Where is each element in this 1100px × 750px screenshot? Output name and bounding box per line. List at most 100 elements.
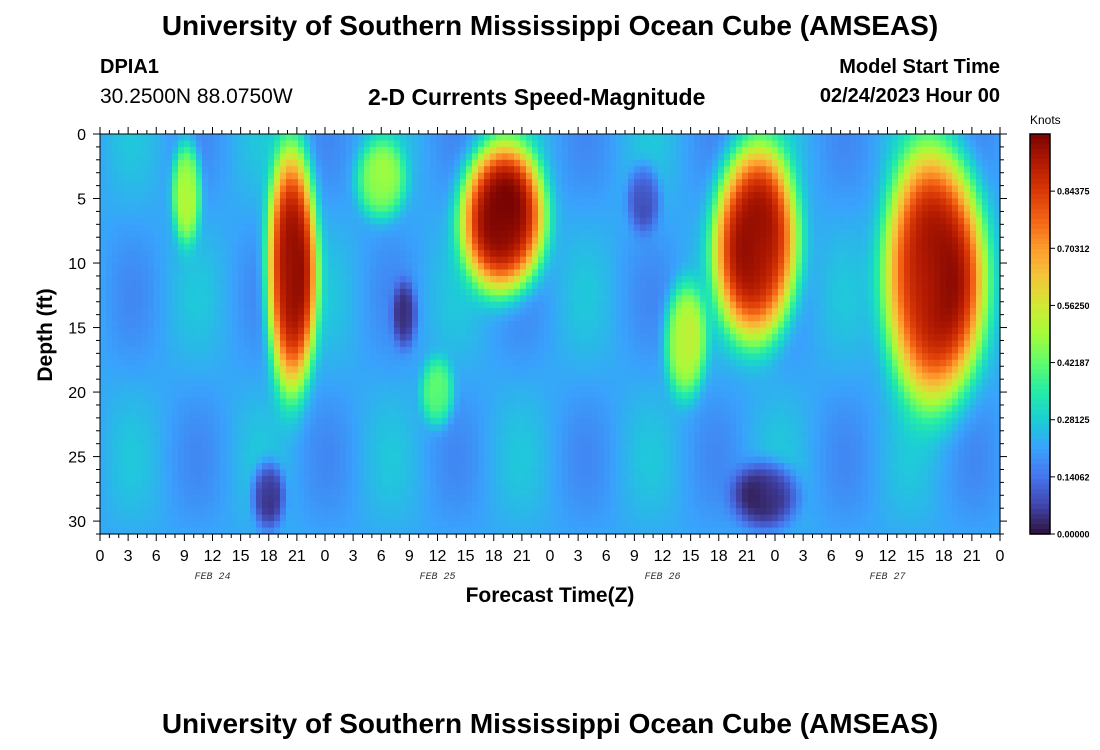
heatmap-cell — [544, 353, 551, 361]
heatmap-cell — [448, 308, 455, 316]
heatmap-cell — [214, 404, 221, 413]
heatmap-cell — [106, 250, 113, 258]
heatmap-cell — [286, 159, 293, 167]
heatmap-cell — [226, 140, 233, 148]
heatmap-cell — [532, 404, 539, 413]
heatmap-cell — [520, 134, 527, 142]
heatmap-cell — [256, 243, 263, 251]
heatmap-cell — [124, 314, 131, 322]
heatmap-cell — [472, 134, 479, 142]
heatmap-cell — [262, 521, 269, 529]
heatmap-cell — [538, 527, 545, 535]
heatmap-cell — [304, 211, 311, 219]
heatmap-cell — [196, 417, 203, 425]
heatmap-cell — [376, 146, 383, 154]
heatmap-cell — [370, 404, 377, 413]
heatmap-cell — [418, 327, 425, 335]
heatmap-cell — [460, 301, 467, 309]
heatmap-cell — [160, 256, 167, 264]
heatmap-cell — [280, 185, 287, 193]
heatmap-cell — [124, 204, 131, 213]
heatmap-cell — [232, 353, 239, 361]
heatmap-cell — [436, 179, 443, 187]
heatmap-cell — [358, 269, 365, 277]
heatmap-cell — [298, 263, 305, 271]
heatmap-cell — [178, 488, 185, 496]
heatmap-cell — [130, 340, 137, 348]
heatmap-cell — [136, 179, 143, 187]
heatmap-cell — [358, 430, 365, 438]
heatmap-cell — [340, 314, 347, 322]
heatmap-cell — [574, 198, 581, 206]
heatmap-cell — [514, 495, 521, 503]
heatmap-cell — [118, 256, 125, 264]
heatmap-cell — [448, 243, 455, 251]
heatmap-cell — [226, 411, 233, 419]
heatmap-cell — [382, 469, 389, 477]
heatmap-cell — [514, 392, 521, 400]
heatmap-cell — [550, 475, 557, 483]
heatmap-cell — [334, 366, 341, 374]
heatmap-cell — [184, 204, 191, 213]
heatmap-cell — [238, 308, 245, 316]
heatmap-cell — [328, 275, 335, 283]
heatmap-cell — [496, 482, 503, 490]
heatmap-cell — [160, 192, 167, 200]
heatmap-cell — [148, 508, 155, 516]
heatmap-cell — [136, 269, 143, 277]
heatmap-cell — [454, 204, 461, 213]
heatmap-cell — [388, 250, 395, 258]
heatmap-cell — [526, 437, 533, 445]
heatmap-cell — [184, 288, 191, 296]
heatmap-cell — [268, 263, 275, 271]
heatmap-cell — [328, 295, 335, 303]
heatmap-cell — [532, 198, 539, 206]
heatmap-cell — [400, 437, 407, 445]
heatmap-cell — [382, 192, 389, 200]
heatmap-cell — [376, 475, 383, 483]
heatmap-cell — [496, 430, 503, 438]
heatmap-cell — [484, 527, 491, 535]
heatmap-cell — [256, 275, 263, 283]
heatmap-cell — [184, 295, 191, 303]
heatmap-cell — [316, 417, 323, 425]
heatmap-cell — [490, 417, 497, 425]
heatmap-cell — [130, 488, 137, 496]
heatmap-cell — [532, 166, 539, 174]
heatmap-cell — [118, 243, 125, 251]
heatmap-cell — [256, 301, 263, 309]
heatmap-cell — [148, 166, 155, 174]
heatmap-cell — [394, 450, 401, 458]
heatmap-cell — [322, 450, 329, 458]
heatmap-cell — [322, 275, 329, 283]
heatmap-cell — [304, 385, 311, 393]
heatmap-cell — [526, 172, 533, 180]
heatmap-cell — [460, 211, 467, 219]
heatmap-cell — [208, 404, 215, 413]
heatmap-cell — [568, 379, 575, 387]
heatmap-cell — [454, 392, 461, 400]
heatmap-cell — [316, 146, 323, 154]
heatmap-cell — [388, 385, 395, 393]
heatmap-cell — [448, 385, 455, 393]
heatmap-cell — [316, 237, 323, 245]
heatmap-cell — [304, 346, 311, 354]
heatmap-cell — [118, 430, 125, 438]
heatmap-cell — [268, 166, 275, 174]
heatmap-cell — [106, 359, 113, 367]
heatmap-cell — [352, 179, 359, 187]
heatmap-cell — [406, 237, 413, 245]
heatmap-cell — [436, 314, 443, 322]
heatmap-cell — [508, 314, 515, 322]
heatmap-cell — [412, 424, 419, 432]
heatmap-cell — [514, 314, 521, 322]
heatmap-cell — [370, 392, 377, 400]
heatmap-cell — [430, 469, 437, 477]
heatmap-cell — [436, 295, 443, 303]
heatmap-cell — [112, 463, 119, 471]
heatmap-cell — [190, 237, 197, 245]
heatmap-cell — [154, 392, 161, 400]
heatmap-cell — [214, 443, 221, 451]
heatmap-cell — [406, 501, 413, 509]
heatmap-cell — [568, 179, 575, 187]
